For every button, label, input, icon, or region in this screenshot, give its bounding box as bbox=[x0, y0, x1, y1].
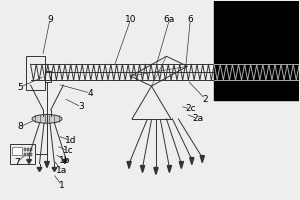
Text: 3: 3 bbox=[78, 102, 84, 111]
Polygon shape bbox=[140, 166, 145, 172]
Text: 9: 9 bbox=[47, 15, 53, 24]
Bar bbox=[24, 148, 26, 151]
Bar bbox=[10, 144, 35, 164]
Text: 5: 5 bbox=[17, 83, 23, 92]
Polygon shape bbox=[190, 158, 194, 165]
Text: 1b: 1b bbox=[59, 156, 70, 165]
Polygon shape bbox=[37, 168, 42, 171]
Text: 6a: 6a bbox=[164, 15, 175, 24]
Bar bbox=[27, 148, 29, 151]
Bar bbox=[45, 71, 52, 82]
Polygon shape bbox=[179, 162, 183, 169]
Text: 2c: 2c bbox=[185, 104, 196, 113]
Text: 2: 2 bbox=[202, 95, 208, 104]
Bar bbox=[214, 1, 299, 100]
Polygon shape bbox=[127, 162, 131, 169]
Polygon shape bbox=[167, 166, 172, 172]
Text: 1: 1 bbox=[59, 181, 65, 190]
Text: 2a: 2a bbox=[192, 114, 203, 123]
Text: 10: 10 bbox=[125, 15, 136, 24]
Text: 4: 4 bbox=[88, 89, 93, 98]
Polygon shape bbox=[45, 162, 50, 168]
Text: 8: 8 bbox=[17, 122, 23, 131]
Bar bbox=[30, 148, 32, 151]
Polygon shape bbox=[27, 160, 32, 164]
Polygon shape bbox=[52, 168, 57, 171]
Text: 1c: 1c bbox=[62, 146, 73, 155]
Ellipse shape bbox=[32, 114, 62, 123]
Text: 7: 7 bbox=[14, 158, 20, 167]
Polygon shape bbox=[62, 160, 67, 164]
Bar bbox=[26, 56, 46, 90]
Polygon shape bbox=[154, 168, 158, 174]
Polygon shape bbox=[200, 156, 204, 163]
Bar bbox=[24, 153, 26, 156]
Text: 1a: 1a bbox=[56, 166, 68, 175]
Bar bbox=[12, 147, 22, 155]
Bar bbox=[27, 153, 29, 156]
Bar bbox=[30, 153, 32, 156]
Text: 6: 6 bbox=[188, 15, 193, 24]
Text: 1d: 1d bbox=[65, 136, 76, 145]
